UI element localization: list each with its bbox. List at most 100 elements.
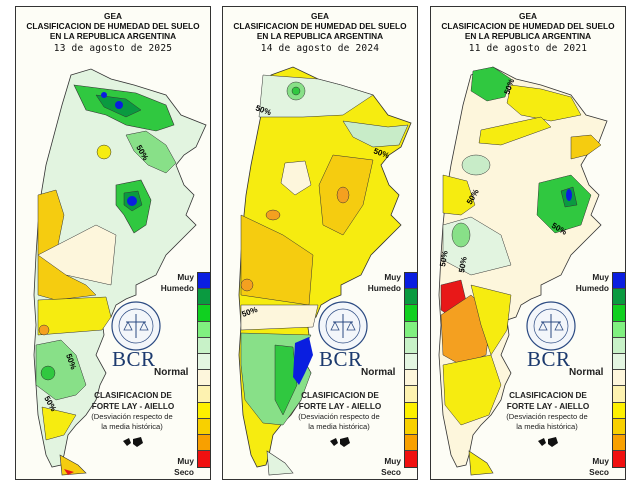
- scale-swatch: [405, 305, 417, 322]
- wet-spot-west: [461, 154, 491, 176]
- wet-region-south: [35, 339, 87, 401]
- scale-swatch: [613, 305, 625, 322]
- dry-region-south: [41, 406, 77, 441]
- soil-moisture-map-panel-2024: GEA CLASIFICACION DE HUMEDAD DEL SUELO E…: [222, 6, 418, 480]
- wet-region-south-dark: [274, 344, 298, 416]
- title-line-3: EN LA REPUBLICA ARGENTINA: [256, 31, 384, 41]
- legend-normal: Normal: [154, 367, 189, 378]
- legend-humedo-label: Humedo: [575, 282, 609, 293]
- scale-swatch: [613, 451, 625, 468]
- color-scale-legend: [197, 272, 210, 469]
- scale-swatch: [198, 305, 210, 322]
- bcr-seal-logo: [111, 301, 161, 351]
- scale-swatch: [198, 273, 210, 290]
- method-line-2: FORTE LAY - AIELLO: [91, 401, 175, 411]
- legend-seco-label: Seco: [589, 466, 609, 477]
- panel-title: GEA CLASIFICACION DE HUMEDAD DEL SUELO E…: [16, 11, 210, 41]
- map-date: 13 de agosto de 2025: [53, 43, 173, 54]
- description-line-2: la media histórica): [516, 421, 578, 431]
- scale-swatch: [405, 386, 417, 403]
- classification-method: CLASIFICACION DE FORTE LAY - AIELLO: [493, 391, 603, 412]
- dry-region-northeast: [570, 134, 602, 160]
- very-wet-spot-north-2: [101, 92, 107, 98]
- legend-normal: Normal: [569, 367, 604, 378]
- bcr-brand: BCR: [112, 347, 156, 371]
- contour-label: 50%: [457, 256, 469, 273]
- method-line-1: CLASIFICACION DE: [301, 391, 379, 400]
- wet-region-east: [125, 130, 177, 174]
- legend-muy-label: Muy: [177, 272, 194, 282]
- scale-swatch: [613, 321, 625, 338]
- scale-swatch: [613, 273, 625, 290]
- malvinas-islands: [538, 437, 558, 447]
- method-line-1: CLASIFICACION DE: [94, 391, 172, 400]
- scale-swatch: [613, 418, 625, 435]
- soil-moisture-map-panel-2021: GEA CLASIFICACION DE HUMEDAD DEL SUELO E…: [430, 6, 626, 480]
- slightly-wet-northeast: [342, 120, 409, 148]
- scale-swatch: [613, 353, 625, 371]
- method-line-2: FORTE LAY - AIELLO: [506, 401, 590, 411]
- title-line-3: EN LA REPUBLICA ARGENTINA: [464, 31, 592, 41]
- scale-swatch: [405, 418, 417, 435]
- tierra-del-fuego-dry: [64, 469, 74, 475]
- title-gea: GEA: [519, 11, 537, 21]
- dry-spot-center: [265, 209, 281, 221]
- legend-seco-label: Seco: [381, 466, 401, 477]
- map-date: 11 de agosto de 2021: [468, 43, 588, 54]
- tierra-del-fuego: [266, 450, 294, 476]
- dry-region-north: [506, 84, 582, 122]
- contour-label: 50%: [438, 250, 450, 267]
- legend-muy-label: Muy: [592, 456, 609, 466]
- classification-method: CLASIFICACION DE FORTE LAY - AIELLO: [285, 391, 395, 412]
- normal-region: [37, 224, 117, 286]
- bcr-brand: BCR: [527, 347, 571, 371]
- scale-swatch: [198, 386, 210, 403]
- description-line-1: (Desviación respecto de: [91, 412, 173, 421]
- scale-swatch: [198, 321, 210, 338]
- scale-swatch: [405, 434, 417, 452]
- yellow-spot: [96, 144, 112, 160]
- classification-description: (Desviación respecto de la media históri…: [489, 412, 605, 431]
- malvinas-islands: [123, 437, 143, 447]
- wet-region-north: [470, 66, 512, 102]
- normal-band: [240, 304, 319, 331]
- wet-spot-north-core: [291, 86, 301, 96]
- dry-region-west: [37, 189, 97, 301]
- scale-swatch: [613, 386, 625, 403]
- classification-description: (Desviación respecto de la media históri…: [74, 412, 190, 431]
- title-line-2: CLASIFICACION DE HUMEDAD DEL SUELO: [233, 21, 407, 31]
- scale-swatch: [405, 353, 417, 371]
- scale-swatch: [613, 434, 625, 452]
- method-line-1: CLASIFICACION DE: [509, 391, 587, 400]
- legend-humedo-label: Humedo: [160, 282, 194, 293]
- legend-muy-humedo: Muy Humedo: [569, 272, 609, 293]
- title-gea: GEA: [104, 11, 122, 21]
- scale-swatch: [198, 451, 210, 468]
- scale-swatch: [405, 370, 417, 387]
- argentina-moisture-map: 50% 50% 50%: [238, 66, 412, 476]
- scale-swatch: [405, 337, 417, 354]
- very-wet-spot-east: [566, 189, 572, 201]
- bcr-seal-logo: [318, 301, 368, 351]
- color-scale-legend: [404, 272, 417, 469]
- description-line-1: (Desviación respecto de: [506, 412, 588, 421]
- description-line-2: la media histórica): [308, 421, 370, 431]
- scale-swatch: [613, 337, 625, 354]
- legend-muy-seco: Muy Seco: [154, 456, 194, 477]
- legend-muy-label: Muy: [384, 272, 401, 282]
- classification-description: (Desviación respecto de la media históri…: [281, 412, 397, 431]
- argentina-moisture-map: 50% 50% 50% 50% 50%: [438, 66, 608, 476]
- dry-band-center: [478, 116, 552, 146]
- dry-spot-east: [336, 186, 350, 204]
- legend-humedo-label: Humedo: [367, 282, 401, 293]
- scale-swatch: [198, 370, 210, 387]
- title-line-2: CLASIFICACION DE HUMEDAD DEL SUELO: [26, 21, 200, 31]
- tierra-del-fuego: [468, 450, 494, 476]
- malvinas-islands: [330, 437, 350, 447]
- scale-swatch: [198, 434, 210, 452]
- argentina-moisture-map: 50% 50% 50%: [33, 68, 207, 476]
- bcr-seal-logo: [526, 301, 576, 351]
- classification-method: CLASIFICACION DE FORTE LAY - AIELLO: [78, 391, 188, 412]
- legend-normal: Normal: [361, 367, 396, 378]
- scale-swatch: [198, 353, 210, 371]
